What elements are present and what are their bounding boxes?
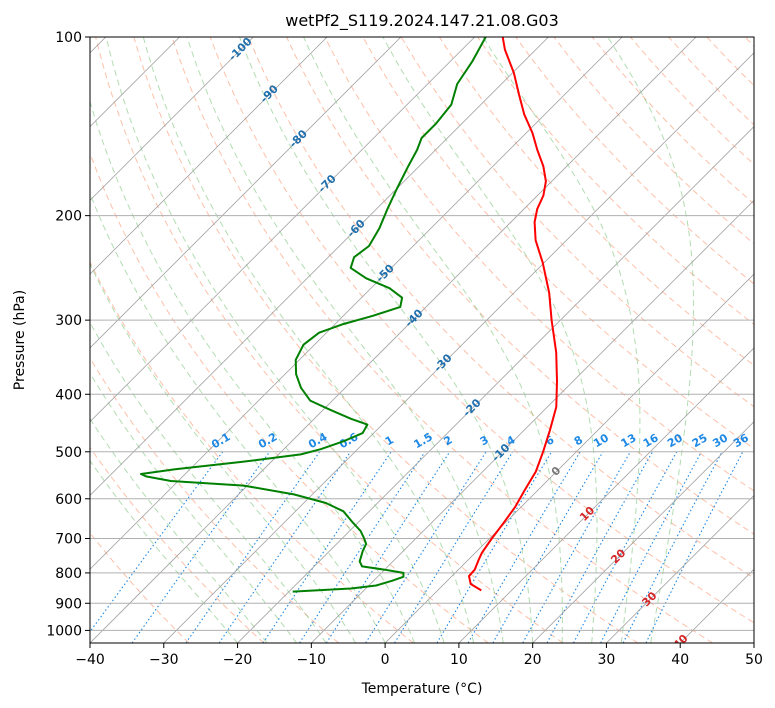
moist-adiabat [607,37,694,643]
dry-adiabat [90,446,265,643]
dry-adiabat [477,37,754,325]
mixing-ratio-line [90,451,224,633]
moist-adiabat [186,37,504,643]
mixing-ratio-line [131,451,271,643]
mixing-ratio-line [436,451,553,643]
y-tick-label: 1000 [46,623,82,639]
mixing-ratio-line [522,451,631,643]
x-axis-ticks: −40 −30 −20 −10 0 10 20 30 40 50 [75,643,763,668]
isotherm-line [606,494,754,643]
y-tick-label: 900 [55,596,82,612]
x-tick-label: 50 [745,652,763,668]
y-axis-label: Pressure (hPa) [12,290,28,390]
x-axis-label: Temperature (°C) [361,681,483,697]
moist-adiabat [382,37,598,643]
x-tick-label: 30 [598,652,616,668]
chart-title: wetPf2_S119.2024.147.21.08.G03 [285,11,559,31]
dry-adiabat [90,260,414,643]
isotherm-line [90,37,328,275]
y-tick-label: 600 [55,492,82,508]
isotherm-label: 40 [671,632,691,652]
mixing-ratio-line [546,451,653,643]
isotherm-line [163,52,754,643]
isotherm-line [237,125,754,643]
x-tick-label: 40 [671,652,689,668]
isotherm-line [90,37,254,201]
x-tick-label: 20 [524,652,542,668]
dewpoint-profile [140,37,487,593]
isotherm-line [90,37,623,570]
moist-adiabat [90,262,357,643]
dry-adiabat [515,37,754,285]
moist-adiabat [482,37,641,643]
mixing-ratio-line [262,451,392,643]
isotherm-line [90,37,549,497]
x-tick-label: −40 [75,652,105,668]
dry-adiabat [95,37,564,643]
dry-adiabat [324,37,754,492]
x-tick-label: 10 [450,652,468,668]
isotherm-line [90,37,475,423]
x-tick-label: −10 [297,652,327,668]
isotherm-line [90,37,402,349]
dry-adiabat [247,37,754,579]
moist-adiabat [303,37,563,643]
dry-adiabat [133,37,639,643]
x-tick-label: −20 [223,652,253,668]
y-tick-label: 100 [55,30,82,46]
dry-adiabat [286,37,754,535]
mixing-ratio-line [600,451,702,643]
y-tick-label: 500 [55,445,82,461]
moist-adiabat [142,37,475,643]
mixing-ratio-line [645,451,744,643]
mixing-ratio-line [185,451,321,643]
y-tick-label: 300 [55,313,82,329]
isotherm-line [90,37,697,643]
mixing-ratio-line [299,451,426,643]
moist-adiabat [90,192,386,643]
y-tick-label: 400 [55,387,82,403]
isotherm-line [311,199,754,643]
dry-adiabat [438,37,754,366]
mixing-ratio-line [218,451,351,643]
y-tick-label: 200 [55,209,82,225]
mixing-ratio-line [573,451,678,643]
isotherm-line [532,421,754,643]
moist-adiabat [90,321,327,643]
plot-frame [89,36,755,644]
moist-adiabat [90,100,416,643]
moist-adiabat [105,37,445,643]
pressure-gridlines [90,37,754,631]
moist-adiabat [239,37,534,643]
isotherm-line [384,273,754,643]
y-tick-label: 800 [55,566,82,582]
dry-adiabat [171,37,713,643]
dry-adiabat [209,37,754,624]
temperature-profile [468,37,558,592]
background-lines [90,37,754,643]
moist-adiabat [90,459,238,643]
x-tick-label: −30 [149,652,179,668]
mixing-ratio-line [325,451,451,643]
x-tick-label: 0 [381,652,390,668]
isotherm-line [458,347,754,643]
moist-adiabat [90,417,268,643]
moist-adiabat [90,372,297,643]
y-axis-ticks: 100 200 300 400 500 600 700 800 900 1000 [46,30,90,639]
dry-adiabat [90,357,339,643]
y-tick-label: 700 [55,532,82,548]
mixing-ratio-line [365,451,487,643]
profiles [140,37,558,593]
